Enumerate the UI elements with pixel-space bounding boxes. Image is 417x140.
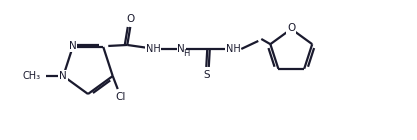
Text: Cl: Cl xyxy=(116,92,126,102)
Text: O: O xyxy=(287,23,295,33)
Text: N: N xyxy=(177,44,185,54)
Text: O: O xyxy=(126,14,134,24)
Text: NH: NH xyxy=(146,44,161,54)
Text: NH: NH xyxy=(226,44,241,54)
Text: N: N xyxy=(59,71,67,81)
Text: H: H xyxy=(183,49,189,59)
Text: S: S xyxy=(203,70,210,80)
Text: N: N xyxy=(69,41,77,51)
Text: CH₃: CH₃ xyxy=(22,71,40,80)
